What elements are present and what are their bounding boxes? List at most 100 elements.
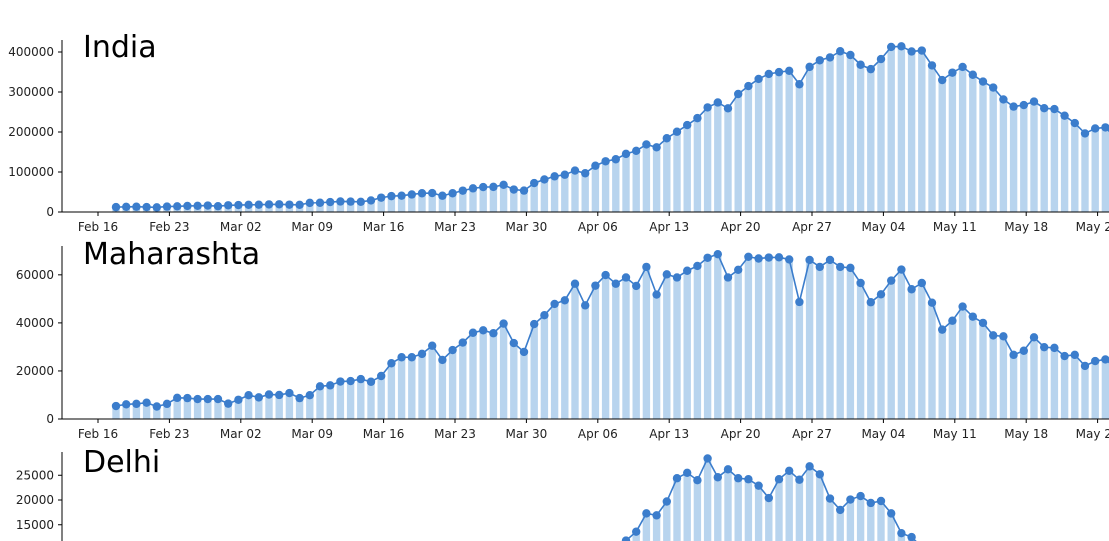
data-point [366,377,376,386]
x-tick-label: May 04 [861,427,905,441]
data-point [1070,350,1080,360]
bar [306,202,314,212]
data-point [254,393,263,402]
data-point [397,353,406,362]
bar [734,94,742,212]
data-point [683,120,692,130]
data-point [346,197,355,206]
data-point [989,83,998,92]
bar [979,322,987,419]
bar [724,277,732,419]
bar [153,406,161,419]
panel-title: Delhi [83,445,160,480]
data-point [856,60,865,69]
bar [591,165,600,212]
data-point [866,64,875,74]
bar [795,84,804,212]
bar [612,159,620,212]
data-point [744,475,753,484]
data-point [764,493,773,503]
bar [489,186,498,212]
data-point [499,180,508,189]
bar [744,86,753,212]
data-point [1060,351,1069,361]
bar [948,72,957,212]
data-point [142,202,151,212]
bar [561,174,569,212]
data-point [417,189,427,198]
x-tick-label: Mar 02 [220,427,262,441]
data-point [1050,104,1059,114]
data-point [315,198,325,207]
data-point [560,170,569,179]
data-point [927,61,937,70]
data-point [744,81,753,91]
data-point [744,252,753,262]
bar [632,531,640,541]
bar [581,173,589,212]
data-point [795,475,804,484]
data-point [122,202,131,212]
data-point [795,80,804,89]
bar [632,150,640,212]
bar [918,283,926,419]
bar [612,283,620,419]
bar [520,190,528,212]
x-tick-label: Mar 02 [220,220,262,234]
data-point [458,338,467,347]
data-point [774,253,784,262]
bar [703,107,712,212]
data-point [326,381,335,390]
data-point [591,161,600,170]
data-point [632,527,641,536]
bar [1091,128,1099,212]
data-point [621,273,631,282]
y-tick-label: 300000 [8,85,54,99]
data-point [142,398,151,407]
data-point [713,473,722,482]
data-point [958,302,967,311]
bar [387,196,396,212]
data-point [897,265,906,274]
data-point [968,70,977,79]
bar [1071,354,1079,419]
data-point [193,394,202,404]
data-point [703,103,712,112]
bar [765,257,773,419]
data-point [836,262,845,272]
data-point [805,62,814,72]
bar [142,402,151,419]
data-point [703,253,712,262]
bar [112,406,120,419]
data-point [907,532,916,541]
bar [938,329,946,419]
data-point [111,401,121,411]
bar [846,55,855,212]
data-point [366,196,376,205]
bar [510,343,518,419]
data-point [825,53,835,62]
data-point [825,255,835,265]
series-line [623,456,917,541]
bar [306,395,314,419]
x-tick-label: Feb 16 [78,220,118,234]
data-point [377,371,386,381]
bar [907,289,916,419]
data-point [703,454,712,463]
bar [163,403,171,419]
bar [754,258,763,419]
data-point [570,166,580,175]
data-point [611,155,620,164]
data-point [693,476,702,485]
data-point [254,200,263,209]
data-point [224,201,233,210]
bar [969,316,977,419]
bar [826,498,834,541]
data-point [326,197,335,207]
data-point [785,66,794,76]
data-point [958,62,967,72]
x-tick-label: Apr 20 [721,427,761,441]
bar [244,395,253,419]
data-point [581,301,590,310]
